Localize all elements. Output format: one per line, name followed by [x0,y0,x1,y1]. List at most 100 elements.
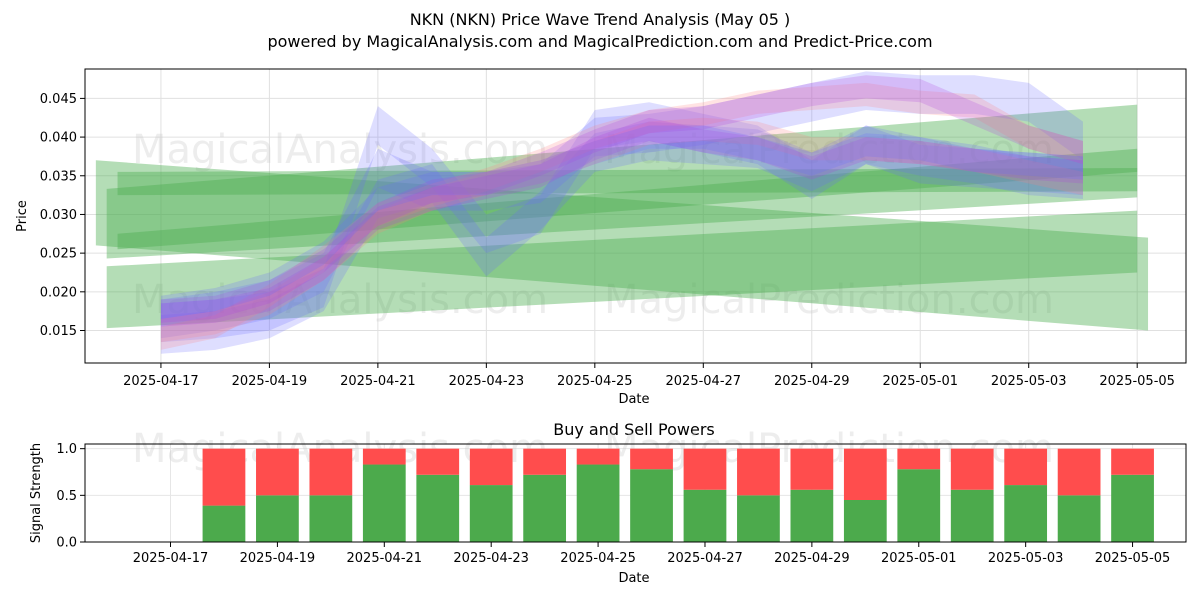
signal-panel: Buy and Sell Powers MagicalAnalysis.com … [29,420,1187,586]
price-y-axis-label: Price [15,200,30,232]
buy-bar [683,489,727,542]
buy-bar [897,469,941,542]
signal-y-axis-label: Signal Strength [29,443,44,543]
trend-bands [95,104,1149,331]
chart-title: NKN (NKN) Price Wave Trend Analysis (May… [409,10,791,29]
price-x-tick-label: 2025-04-27 [666,374,742,389]
blue-1 [160,102,1083,343]
price-plot-background [85,69,1186,363]
sell-bar [737,448,780,496]
signal-x-tick-label: 2025-04-27 [667,551,743,566]
signal-y-ticks: 0.0 0.5 1.0 [56,442,85,551]
sell-bar [523,448,567,475]
sell-bar [576,448,620,465]
blue-3 [160,71,1083,339]
green-wave-4 [117,168,1138,196]
buy-bar [576,464,620,542]
buy-bar [523,474,567,542]
buy-bar [1004,485,1048,542]
buy-bar [950,489,994,542]
signal-x-tick-label: 2025-05-03 [988,551,1064,566]
signal-y-tick-label: 1.0 [56,442,77,457]
signal-y-tick-label: 0.0 [56,536,77,551]
buy-bar [843,500,887,542]
signal-x-tick-label: 2025-04-21 [347,551,423,566]
price-panel: MagicalAnalysis.com MagicalPrediction.co… [15,68,1187,407]
signal-x-tick-label: 2025-04-17 [133,551,209,566]
buy-bar [202,505,246,542]
price-waves [160,71,1083,354]
price-y-tick-label: 0.035 [40,169,77,184]
price-y-tick-label: 0.015 [40,324,77,339]
price-y-tick-label: 0.020 [40,285,77,300]
signal-x-tick-label: 2025-04-25 [560,551,636,566]
signal-x-tick-label: 2025-04-19 [240,551,316,566]
sell-bar [950,448,994,490]
price-y-ticks: 0.015 0.020 0.025 0.030 0.035 0.040 0.045 [40,92,85,339]
price-y-tick-label: 0.030 [40,208,77,223]
purple-1 [160,75,1083,323]
price-grid [85,69,1186,363]
green-wave-2 [106,104,1138,259]
signal-x-ticks: 2025-04-17 2025-04-19 2025-04-21 2025-04-23… [133,542,1171,566]
signal-x-tick-label: 2025-04-23 [453,551,529,566]
price-x-tick-label: 2025-05-03 [991,374,1067,389]
red-2 [160,117,1083,343]
signal-x-axis-label: Date [618,571,649,586]
price-x-tick-label: 2025-04-21 [340,374,416,389]
watermark-prediction-top: MagicalPrediction.com [604,127,1054,173]
signal-x-tick-label: 2025-05-01 [881,551,957,566]
sell-bar [630,448,673,470]
price-x-axis-label: Date [618,392,649,407]
buy-bar [416,474,460,542]
green-wave-1 [95,160,1149,331]
red-1 [160,82,1083,350]
sell-bar [1111,448,1154,475]
sell-bar [202,448,246,506]
buy-bar [630,469,673,542]
sell-bar [683,448,727,490]
price-plot-frame [84,68,1187,364]
buy-bar [1111,474,1154,542]
signal-title: Buy and Sell Powers [553,420,715,439]
buy-bar [1057,495,1101,542]
sell-bar [1004,448,1048,486]
signal-plot-frame [84,443,1187,543]
watermark-analysis-top: MagicalAnalysis.com [132,127,548,173]
buy-bar [309,495,353,542]
price-y-tick-label: 0.045 [40,92,77,107]
blue-2 [160,121,1083,354]
green-wave-5 [117,148,1138,250]
sell-bar [843,448,887,500]
price-x-tick-label: 2025-04-25 [557,374,633,389]
price-x-tick-label: 2025-04-19 [232,374,308,389]
green-wave-3 [106,210,1138,329]
watermark-analysis-mid: MagicalAnalysis.com [132,277,548,323]
buy-bar [362,464,406,542]
price-y-tick-label: 0.025 [40,247,77,262]
purple-2 [160,117,1083,327]
price-x-tick-label: 2025-05-01 [882,374,958,389]
sell-bar [790,448,834,490]
sell-bar [362,448,406,465]
price-x-ticks: 2025-04-17 2025-04-19 2025-04-21 2025-04-23… [123,363,1175,389]
sell-bar [256,448,299,496]
signal-bars [202,448,1154,542]
sell-bar [1057,448,1101,496]
sell-bar [897,448,941,470]
buy-bar [737,495,780,542]
price-x-tick-label: 2025-04-29 [774,374,850,389]
sell-bar [416,448,460,475]
watermark-prediction-mid: MagicalPrediction.com [604,277,1054,323]
buy-bar [790,489,834,542]
sell-bar [309,448,353,496]
sell-bar [469,448,513,486]
signal-x-tick-label: 2025-05-05 [1095,551,1171,566]
price-x-tick-label: 2025-04-17 [123,374,199,389]
chart-subtitle: powered by MagicalAnalysis.com and Magic… [267,32,933,51]
price-x-tick-label: 2025-05-05 [1099,374,1175,389]
buy-bar [256,495,299,542]
signal-x-tick-label: 2025-04-29 [774,551,850,566]
buy-bar [469,485,513,542]
